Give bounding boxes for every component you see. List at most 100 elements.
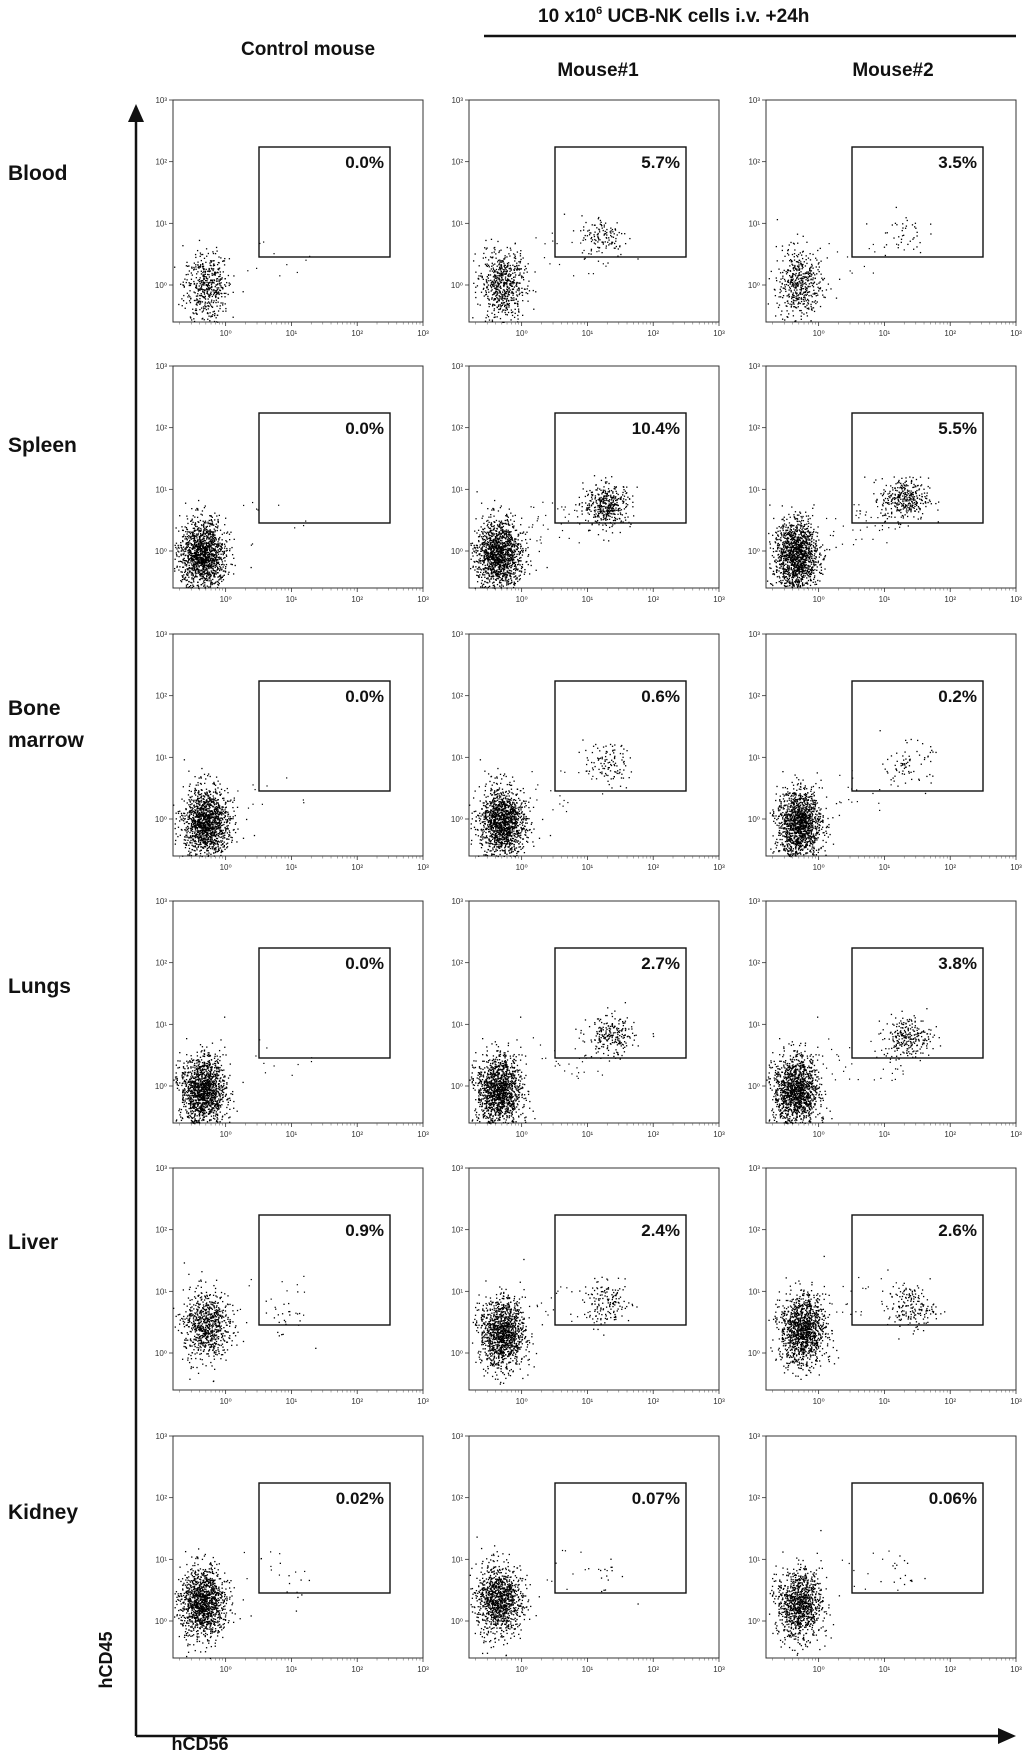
event-dot: [197, 562, 199, 564]
event-dot: [497, 548, 499, 551]
event-dot: [199, 538, 201, 540]
event-dot: [499, 290, 501, 293]
event-dot: [199, 308, 201, 311]
event-dot: [215, 563, 217, 565]
event-dot: [211, 272, 213, 275]
event-dot: [206, 562, 208, 564]
event-dot: [513, 269, 516, 271]
event-dot: [810, 273, 812, 275]
event-dot: [224, 284, 226, 286]
event-dot: [215, 553, 217, 555]
event-dot: [806, 288, 808, 290]
event-dot: [800, 284, 802, 287]
event-dot: [509, 540, 512, 543]
event-dot: [225, 563, 228, 566]
event-dot: [497, 551, 500, 553]
event-dot: [602, 516, 605, 518]
event-dot: [794, 273, 796, 276]
event-dot: [180, 554, 182, 557]
event-dot: [487, 264, 490, 266]
event-dot: [804, 273, 806, 275]
event-dot: [496, 316, 498, 318]
event-dot: [193, 262, 195, 264]
event-dot: [632, 506, 634, 508]
event-dot: [482, 544, 485, 546]
event-dot: [209, 567, 212, 569]
event-dot: [495, 295, 497, 297]
event-dot: [813, 289, 815, 291]
event-dot: [491, 529, 493, 532]
event-dot: [242, 291, 244, 293]
event-dot: [189, 301, 192, 304]
event-dot: [820, 260, 822, 262]
event-dot: [200, 264, 202, 266]
event-dot: [505, 313, 507, 316]
event-dot: [491, 535, 493, 537]
event-dot: [488, 545, 490, 547]
event-dot: [218, 279, 220, 281]
event-dot: [511, 556, 514, 558]
event-dot: [182, 529, 184, 532]
event-dot: [491, 252, 493, 254]
event-dot: [816, 259, 818, 261]
event-dot: [486, 557, 489, 560]
event-dot: [212, 252, 215, 255]
event-dot: [211, 543, 213, 545]
event-dot: [488, 531, 491, 533]
event-dot: [919, 251, 922, 254]
event-dot: [201, 572, 203, 574]
event-dot: [209, 529, 211, 531]
event-dot: [217, 584, 220, 586]
event-dot: [499, 285, 502, 287]
event-dot: [546, 566, 548, 569]
event-dot: [495, 579, 497, 581]
event-dot: [217, 572, 219, 574]
event-dot: [193, 551, 196, 554]
event-dot: [780, 314, 782, 316]
event-dot: [522, 257, 524, 259]
event-dot: [186, 528, 189, 531]
event-dot: [200, 584, 202, 586]
event-dot: [205, 248, 208, 250]
event-dot: [521, 540, 523, 542]
event-dot: [203, 551, 206, 554]
event-dot: [472, 317, 474, 319]
event-dot: [504, 267, 507, 269]
event-dot: [519, 262, 521, 264]
event-dot: [487, 548, 489, 550]
event-dot: [199, 560, 201, 562]
event-dot: [209, 554, 211, 556]
event-dot: [492, 578, 495, 580]
event-dot: [223, 570, 225, 572]
event-dot: [195, 557, 198, 559]
event-dot: [517, 561, 520, 563]
event-dot: [200, 564, 202, 567]
event-dot: [519, 532, 521, 534]
event-dot: [507, 548, 509, 550]
event-dot: [486, 520, 488, 522]
event-dot: [797, 253, 800, 256]
event-dot: [504, 562, 507, 565]
event-dot: [199, 574, 201, 576]
event-dot: [532, 289, 534, 292]
event-dot: [508, 530, 510, 533]
event-dot: [906, 219, 908, 222]
event-dot: [591, 498, 593, 500]
event-dot: [499, 266, 501, 268]
event-dot: [795, 306, 797, 309]
event-dot: [802, 273, 804, 275]
event-dot: [602, 524, 604, 526]
event-dot: [914, 226, 916, 228]
event-dot: [187, 531, 189, 533]
event-dot: [193, 318, 195, 320]
event-dot: [487, 542, 489, 544]
event-dot: [492, 264, 494, 266]
event-dot: [488, 266, 490, 268]
event-dot: [489, 284, 492, 287]
event-dot: [200, 539, 202, 541]
event-dot: [196, 576, 198, 578]
event-dot: [485, 239, 487, 242]
event-dot: [209, 544, 211, 546]
event-dot: [503, 301, 506, 304]
event-dot: [492, 566, 494, 568]
